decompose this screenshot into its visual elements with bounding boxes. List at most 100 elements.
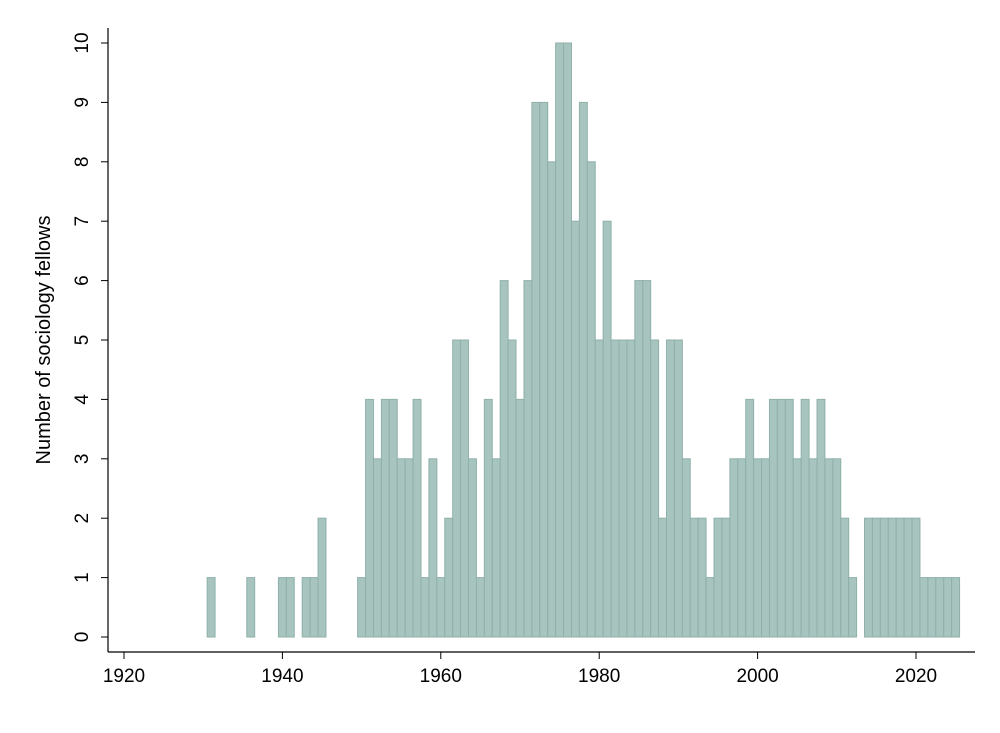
y-tick-label: 0 — [72, 632, 93, 643]
bar-2007 — [808, 458, 818, 638]
bar-1936 — [246, 577, 256, 638]
bar-1985 — [634, 280, 644, 638]
bar-2010 — [832, 458, 842, 638]
bar-1969 — [507, 339, 517, 638]
bar-1989 — [666, 339, 675, 638]
bars-group — [206, 42, 961, 638]
bar-1960 — [436, 577, 446, 638]
bar-1963 — [460, 339, 470, 638]
y-tick-label: 8 — [72, 157, 93, 168]
bar-1979 — [586, 161, 596, 638]
bar-1961 — [444, 517, 454, 638]
x-tick-label: 2020 — [895, 666, 937, 687]
x-tick-label: 1960 — [420, 666, 462, 687]
bar-2005 — [792, 458, 802, 638]
bar-1976 — [563, 42, 572, 638]
bar-1980 — [594, 339, 604, 638]
bar-2004 — [784, 398, 794, 638]
bar-1945 — [317, 517, 327, 638]
y-tick-label: 5 — [72, 335, 93, 346]
bar-1981 — [602, 220, 612, 638]
bar-2006 — [800, 398, 810, 638]
y-tick-label: 7 — [72, 216, 93, 227]
bar-1993 — [697, 517, 707, 638]
bar-1998 — [737, 458, 747, 638]
x-tick-label: 1980 — [578, 666, 620, 687]
y-tick-label: 6 — [72, 275, 93, 286]
bar-2025 — [951, 577, 961, 638]
bar-2021 — [919, 577, 929, 638]
bar-1978 — [578, 101, 588, 638]
bar-1994 — [705, 577, 715, 638]
bar-1983 — [618, 339, 628, 638]
bar-2014 — [864, 517, 873, 638]
y-tick-label: 9 — [72, 97, 93, 108]
bar-2016 — [879, 517, 889, 638]
y-tick-label: 2 — [72, 513, 93, 524]
bar-1970 — [515, 398, 525, 638]
bar-1940 — [277, 577, 287, 638]
bar-1943 — [301, 577, 311, 638]
bar-1956 — [404, 458, 414, 638]
bar-2000 — [753, 458, 763, 638]
x-tick-label: 1920 — [103, 666, 145, 687]
bar-1972 — [531, 101, 541, 638]
y-tick-label: 3 — [72, 454, 93, 465]
bar-1951 — [365, 398, 374, 638]
x-tick-label: 1940 — [261, 666, 303, 687]
bar-1967 — [491, 458, 501, 638]
bar-1974 — [547, 161, 557, 638]
bar-2001 — [761, 458, 770, 638]
bar-1988 — [658, 517, 668, 638]
bar-1982 — [610, 339, 620, 638]
y-ticks: 0 1 2 3 4 5 6 7 8 9 10 — [72, 32, 108, 642]
bar-1944 — [309, 577, 319, 638]
bar-2012 — [848, 577, 858, 638]
bar-1941 — [285, 577, 295, 638]
bar-2015 — [871, 517, 881, 638]
bar-1987 — [650, 339, 660, 638]
bar-1965 — [475, 577, 485, 638]
bar-1995 — [713, 517, 723, 638]
bar-1991 — [681, 458, 691, 638]
bar-2023 — [935, 577, 945, 638]
bar-2024 — [943, 577, 953, 638]
bar-1984 — [626, 339, 636, 638]
bar-2020 — [911, 517, 921, 638]
bar-2009 — [824, 458, 834, 638]
bar-2008 — [816, 398, 826, 638]
bar-1996 — [721, 517, 731, 638]
bar-1959 — [428, 458, 438, 638]
bar-1968 — [499, 280, 509, 638]
bar-1931 — [206, 577, 216, 638]
bar-2003 — [776, 398, 786, 638]
bar-1957 — [412, 398, 422, 638]
bar-2017 — [887, 517, 897, 638]
bar-1953 — [380, 398, 390, 638]
bar-1950 — [357, 577, 367, 638]
bar-1958 — [420, 577, 430, 638]
x-ticks: 1920 1940 1960 1980 2000 2020 — [103, 652, 937, 687]
bar-2011 — [840, 517, 850, 638]
bar-1971 — [523, 280, 533, 638]
bar-1973 — [539, 101, 549, 638]
bar-1992 — [689, 517, 699, 638]
bar-1977 — [570, 220, 580, 638]
x-tick-label: 2000 — [736, 666, 778, 687]
bar-1975 — [555, 42, 565, 638]
bar-1986 — [642, 280, 652, 638]
bar-1952 — [372, 458, 382, 638]
bar-1997 — [729, 458, 739, 638]
bar-1999 — [745, 398, 755, 638]
y-axis-label: Number of sociology fellows — [33, 216, 55, 465]
bar-1955 — [396, 458, 406, 638]
y-tick-label: 1 — [72, 572, 93, 583]
y-tick-label: 4 — [72, 394, 93, 405]
bar-1954 — [388, 398, 398, 638]
bar-1966 — [483, 398, 493, 638]
bar-1964 — [468, 458, 477, 638]
bar-2022 — [927, 577, 937, 638]
bar-2002 — [768, 398, 778, 638]
bar-2019 — [903, 517, 913, 638]
